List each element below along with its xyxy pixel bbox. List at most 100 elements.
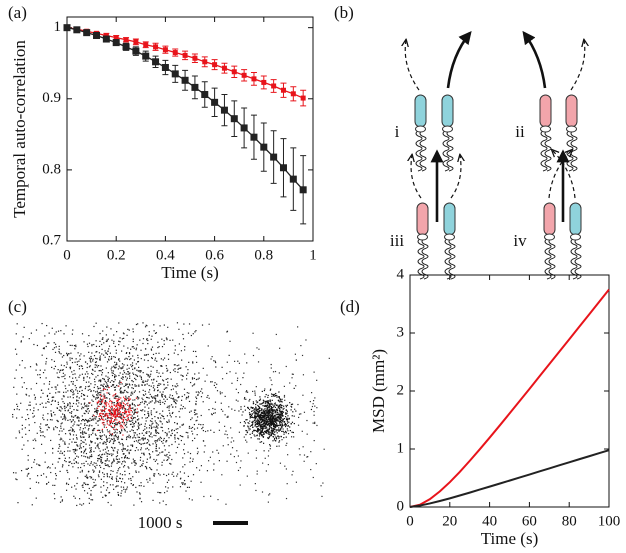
trajectory-point [123, 338, 124, 339]
trajectory-point [83, 378, 84, 379]
trajectory-point [56, 389, 57, 390]
trajectory-point [55, 366, 56, 367]
trajectory-point [106, 440, 107, 441]
trajectory-point [280, 428, 281, 429]
trajectory-point [106, 339, 107, 340]
trajectory-point [60, 439, 61, 440]
trajectory-point [206, 375, 207, 376]
trajectory-point [118, 375, 119, 376]
trajectory-point [131, 387, 132, 388]
trajectory-point [158, 454, 159, 455]
trajectory-point [184, 480, 185, 481]
trajectory-point [177, 397, 178, 398]
trajectory-point [60, 471, 61, 472]
trajectory-point [106, 460, 107, 461]
trajectory-point [85, 410, 86, 411]
trajectory-point [46, 325, 47, 326]
trajectory-point [167, 399, 168, 400]
trajectory-point [42, 393, 43, 394]
trajectory-point [79, 498, 80, 499]
trajectory-point [112, 476, 113, 477]
trajectory-point [181, 482, 182, 483]
point [211, 99, 218, 106]
trajectory-point [113, 450, 114, 451]
trajectory-point [103, 424, 104, 425]
trajectory-point [84, 420, 85, 421]
trajectory-point [197, 453, 198, 454]
trajectory-point [110, 484, 111, 485]
trajectory-point [113, 421, 114, 422]
trajectory-point [147, 482, 148, 483]
trajectory-point [101, 370, 102, 371]
trajectory-point [126, 379, 127, 380]
trajectory-point [106, 386, 107, 387]
trajectory-point [53, 412, 54, 413]
trajectory-point [270, 445, 271, 446]
trajectory-point [107, 377, 108, 378]
trajectory-point [108, 339, 109, 340]
trajectory-point [312, 406, 313, 407]
trajectory-point [252, 427, 253, 428]
trajectory-point [175, 345, 176, 346]
trajectory-point [19, 409, 20, 410]
trajectory-point [279, 372, 280, 373]
trajectory-point [127, 392, 128, 393]
trajectory-point [45, 462, 46, 463]
trajectory-point [93, 344, 94, 345]
trajectory-point [79, 504, 80, 505]
trajectory-point [97, 375, 98, 376]
trajectory-point [69, 462, 70, 463]
trajectory-point [262, 405, 263, 406]
trajectory-point [221, 474, 222, 475]
trajectory-point [256, 413, 257, 414]
trajectory-point [48, 388, 49, 389]
trajectory-point [257, 473, 258, 474]
y-tick-label: 3 [397, 324, 405, 340]
trajectory-point [108, 465, 109, 466]
trajectory-point [30, 405, 31, 406]
trajectory-point [122, 407, 123, 408]
trajectory-point [283, 409, 284, 410]
trajectory-point [186, 432, 187, 433]
trajectory-point [89, 386, 90, 387]
trajectory-point [107, 473, 108, 474]
trajectory-point [137, 434, 138, 435]
trajectory-point [93, 401, 94, 402]
trajectory-point [113, 366, 114, 367]
trajectory-point [184, 389, 185, 390]
trajectory-point [121, 439, 122, 440]
trajectory-point [248, 428, 249, 429]
trajectory-point [161, 452, 162, 453]
trajectory-point [94, 355, 95, 356]
trajectory-point [310, 401, 311, 402]
trajectory-point [69, 439, 70, 440]
trajectory-point [137, 411, 138, 412]
trajectory-point [36, 383, 37, 384]
trajectory-point [69, 450, 70, 451]
trajectory-point [82, 431, 83, 432]
trajectory-point [115, 387, 116, 388]
trajectory-point [109, 466, 110, 467]
trajectory-point [178, 368, 179, 369]
trajectory-point [138, 367, 139, 368]
trajectory-point [187, 392, 188, 393]
trajectory-point [86, 420, 87, 421]
trajectory-point [281, 426, 282, 427]
trajectory-point [89, 452, 90, 453]
trajectory-point [81, 504, 82, 505]
trajectory-point [99, 442, 100, 443]
trajectory-point [201, 415, 202, 416]
trajectory-cloud [12, 322, 330, 506]
trajectory-point [76, 435, 77, 436]
trajectory-point [196, 392, 197, 393]
trajectory-point [283, 434, 284, 435]
trajectory-point [234, 361, 235, 362]
trajectory-point [133, 388, 134, 389]
trajectory-point [126, 422, 127, 423]
trajectory-point [83, 341, 84, 342]
trajectory-point [126, 424, 127, 425]
trajectory-point [41, 444, 42, 445]
trajectory-point [143, 380, 144, 381]
trajectory-point [179, 416, 180, 417]
